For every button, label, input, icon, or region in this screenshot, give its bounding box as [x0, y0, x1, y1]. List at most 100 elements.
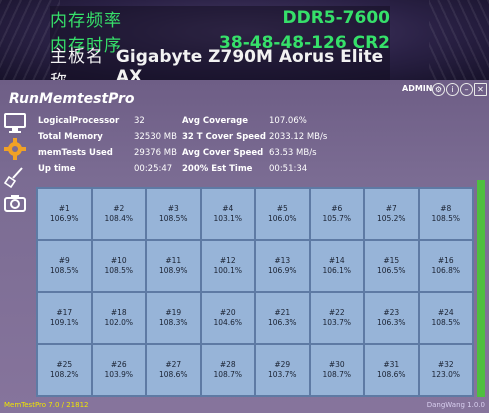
thread-id: #14 — [328, 256, 345, 265]
thread-cell: #30 108.7% — [310, 345, 363, 395]
stat-value: 107.06% — [269, 116, 307, 126]
thread-id: #16 — [437, 256, 454, 265]
thread-coverage: 105.7% — [322, 214, 352, 223]
broom-icon[interactable] — [2, 164, 28, 190]
thread-cell: #19 108.3% — [147, 293, 200, 343]
settings-icon[interactable]: ⚙ — [432, 83, 445, 96]
thread-id: #22 — [328, 308, 345, 317]
minimize-icon[interactable]: – — [460, 83, 473, 96]
thread-cell: #26 103.9% — [92, 345, 145, 395]
stat-value: 32 — [134, 116, 145, 126]
stat-value: 32530 MB — [134, 132, 177, 142]
thread-cell: #16 106.8% — [419, 241, 472, 291]
thread-coverage: 106.8% — [431, 266, 461, 275]
thread-id: #4 — [222, 204, 234, 213]
spec-label: 内存时序 — [50, 35, 122, 56]
spec-row-motherboard: 主板名称 Gigabyte Z790M Aorus Elite AX — [50, 47, 390, 92]
stat-label: Total Memory — [38, 132, 103, 142]
thread-id: #15 — [383, 256, 400, 265]
thread-id: #11 — [165, 256, 182, 265]
thread-coverage: 108.2% — [49, 370, 79, 379]
stat-label: 200% Est Time — [182, 164, 253, 174]
thread-cell: #10 108.5% — [92, 241, 145, 291]
stat-label: 32 T Cover Speed — [182, 132, 266, 142]
title-bar[interactable]: RunMemtestPro ADMIN ⚙ i – ✕ — [0, 80, 489, 110]
thread-cell: #1 106.9% — [38, 189, 91, 239]
thread-cell: #27 108.6% — [147, 345, 200, 395]
thread-cell: #29 103.7% — [256, 345, 309, 395]
thread-id: #29 — [274, 360, 291, 369]
stat-label: Up time — [38, 164, 76, 174]
thread-cell: #15 106.5% — [365, 241, 418, 291]
stat-row: LogicalProcessor 32 Avg Coverage 107.06% — [38, 116, 478, 132]
stat-label: Avg Coverage — [182, 116, 249, 126]
stat-label: Avg Cover Speed — [182, 148, 264, 158]
monitor-icon[interactable] — [2, 110, 28, 136]
thread-cell: #5 106.0% — [256, 189, 309, 239]
thread-id: #2 — [113, 204, 125, 213]
thread-id: #31 — [383, 360, 400, 369]
thread-id: #3 — [167, 204, 179, 213]
thread-coverage: 108.5% — [104, 266, 134, 275]
thread-coverage: 106.3% — [267, 318, 297, 327]
thread-id: #9 — [58, 256, 70, 265]
stat-value: 00:25:47 — [134, 164, 173, 174]
thread-coverage: 109.1% — [49, 318, 79, 327]
thread-id: #21 — [274, 308, 291, 317]
thread-id: #17 — [56, 308, 73, 317]
thread-coverage: 106.9% — [267, 266, 297, 275]
progress-bar — [477, 180, 485, 397]
thread-coverage: 108.3% — [158, 318, 188, 327]
thread-cell: #18 102.0% — [92, 293, 145, 343]
stat-value: 63.53 MB/s — [269, 148, 317, 158]
stat-value: 2033.12 MB/s — [269, 132, 328, 142]
thread-cell: #31 108.6% — [365, 345, 418, 395]
thread-coverage: 108.9% — [158, 266, 188, 275]
thread-coverage: 105.2% — [376, 214, 406, 223]
thread-coverage: 106.1% — [322, 266, 352, 275]
thread-cell: #22 103.7% — [310, 293, 363, 343]
thread-id: #6 — [331, 204, 343, 213]
app-title: RunMemtestPro — [9, 91, 135, 107]
stat-row: memTests Used 29376 MB Avg Cover Speed 6… — [38, 148, 478, 164]
camera-icon[interactable] — [2, 190, 28, 216]
thread-cell: #28 108.7% — [201, 345, 254, 395]
thread-coverage: 103.7% — [267, 370, 297, 379]
close-icon[interactable]: ✕ — [474, 83, 487, 96]
thread-cell: #8 108.5% — [419, 189, 472, 239]
thread-cell: #25 108.2% — [38, 345, 91, 395]
status-bar: MemTestPro 7.0 / 21812 DangWang 1.0.0 — [0, 399, 489, 413]
thread-coverage: 104.6% — [213, 318, 243, 327]
thread-id: #7 — [385, 204, 397, 213]
thread-cell: #7 105.2% — [365, 189, 418, 239]
thread-id: #8 — [440, 204, 452, 213]
thread-id: #1 — [58, 204, 70, 213]
thread-id: #28 — [219, 360, 236, 369]
spec-label: 内存频率 — [50, 10, 122, 31]
thread-cell: #14 106.1% — [310, 241, 363, 291]
thread-cell: #20 104.6% — [201, 293, 254, 343]
spec-row-timings: 内存时序 38-48-48-126 CR2 — [50, 31, 390, 56]
admin-badge: ADMIN — [402, 84, 433, 93]
info-icon[interactable]: i — [446, 83, 459, 96]
memtest-window: RunMemtestPro ADMIN ⚙ i – ✕ LogicalProce… — [0, 80, 489, 413]
stat-row: Up time 00:25:47 200% Est Time 00:51:34 — [38, 164, 478, 180]
thread-id: #30 — [328, 360, 345, 369]
spec-value: DDR5-7600 — [282, 8, 390, 28]
thread-id: #5 — [276, 204, 288, 213]
thread-id: #10 — [110, 256, 127, 265]
thread-grid: #1 106.9% #2 108.4% #3 108.5% #4 103.1% #5 106.0%… — [36, 187, 474, 397]
thread-cell: #12 100.1% — [201, 241, 254, 291]
thread-coverage: 108.5% — [158, 214, 188, 223]
thread-id: #20 — [219, 308, 236, 317]
thread-cell: #11 108.9% — [147, 241, 200, 291]
thread-id: #25 — [56, 360, 73, 369]
thread-coverage: 106.9% — [49, 214, 79, 223]
gear-icon[interactable] — [2, 136, 28, 162]
thread-id: #26 — [110, 360, 127, 369]
thread-coverage: 103.7% — [322, 318, 352, 327]
thread-id: #12 — [219, 256, 236, 265]
thread-coverage: 123.0% — [431, 370, 461, 379]
thread-coverage: 102.0% — [104, 318, 134, 327]
thread-coverage: 100.1% — [213, 266, 243, 275]
